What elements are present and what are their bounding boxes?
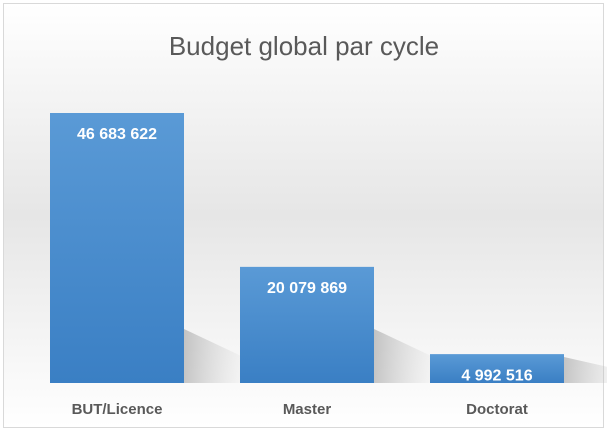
chart-title: Budget global par cycle <box>169 31 439 61</box>
value-label: 20 079 869 <box>267 280 347 297</box>
x-tick-label: Master <box>283 401 332 418</box>
bar <box>430 354 564 383</box>
bar-shadow <box>374 329 444 383</box>
x-tick-label: BUT/Licence <box>72 401 163 418</box>
bar-shadow <box>184 329 254 383</box>
value-label: 46 683 622 <box>77 126 157 143</box>
bar <box>240 266 374 383</box>
value-label: 4 992 516 <box>461 367 532 384</box>
bar-shadow <box>564 357 607 383</box>
x-tick-label: Doctorat <box>466 401 528 418</box>
bar <box>50 113 184 383</box>
